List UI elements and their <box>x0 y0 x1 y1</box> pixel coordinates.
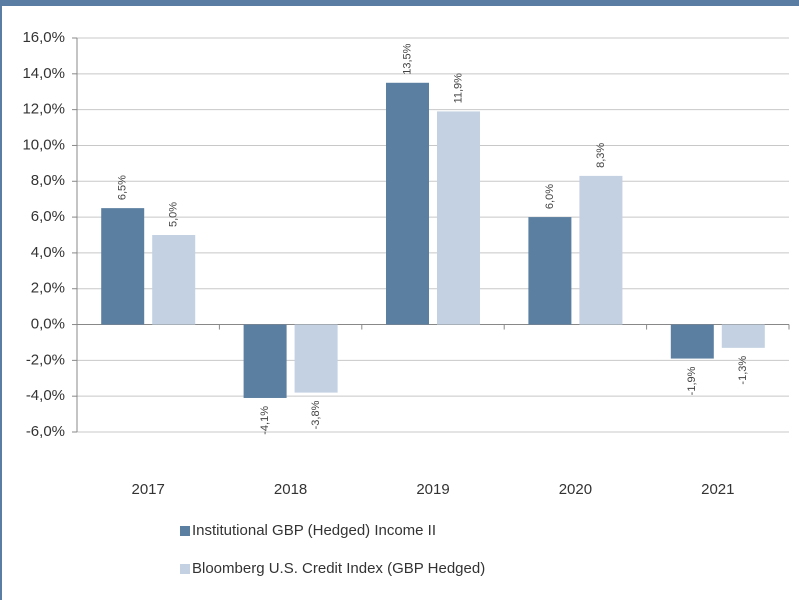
y-tick-label: 6,0% <box>31 208 65 225</box>
value-label: -1,9% <box>686 366 698 395</box>
left-border <box>0 0 2 600</box>
bar <box>437 111 480 325</box>
top-border <box>0 0 799 6</box>
x-tick-label: 2019 <box>416 481 449 498</box>
bar <box>721 324 765 348</box>
bar <box>579 175 623 325</box>
legend-label: Institutional GBP (Hedged) Income II <box>192 522 436 539</box>
y-tick-label: 8,0% <box>31 172 65 189</box>
bar <box>294 324 338 393</box>
legend-label: Bloomberg U.S. Credit Index (GBP Hedged) <box>192 560 485 577</box>
value-label: 6,0% <box>544 184 556 209</box>
x-tick-label: 2018 <box>274 481 307 498</box>
value-label: 13,5% <box>401 43 413 74</box>
y-tick-label: -6,0% <box>26 423 65 440</box>
legend-swatch <box>180 564 190 574</box>
value-label: -3,8% <box>310 400 322 429</box>
value-label: 11,9% <box>452 73 464 104</box>
y-tick-label: 14,0% <box>22 65 65 82</box>
value-label: 6,5% <box>117 175 129 200</box>
y-tick-label: 12,0% <box>22 101 65 118</box>
bar <box>101 208 145 325</box>
value-label: 8,3% <box>595 143 607 168</box>
y-tick-label: 16,0% <box>22 29 65 46</box>
y-tick-label: 10,0% <box>22 136 65 153</box>
x-tick-label: 2020 <box>559 481 592 498</box>
bar <box>528 217 572 325</box>
bar <box>243 324 287 398</box>
y-tick-label: 4,0% <box>31 244 65 261</box>
y-tick-label: 0,0% <box>31 316 65 333</box>
value-label: -1,3% <box>737 356 749 385</box>
bar <box>670 324 714 359</box>
x-tick-label: 2017 <box>132 481 165 498</box>
y-tick-label: 2,0% <box>31 280 65 297</box>
value-label: 5,0% <box>168 202 180 227</box>
x-tick-label: 2021 <box>701 481 734 498</box>
bar <box>152 235 196 325</box>
value-label: -4,1% <box>259 406 271 435</box>
y-tick-label: -4,0% <box>26 387 65 404</box>
legend-swatch <box>180 526 190 536</box>
bar <box>386 82 429 325</box>
y-tick-label: -2,0% <box>26 351 65 368</box>
